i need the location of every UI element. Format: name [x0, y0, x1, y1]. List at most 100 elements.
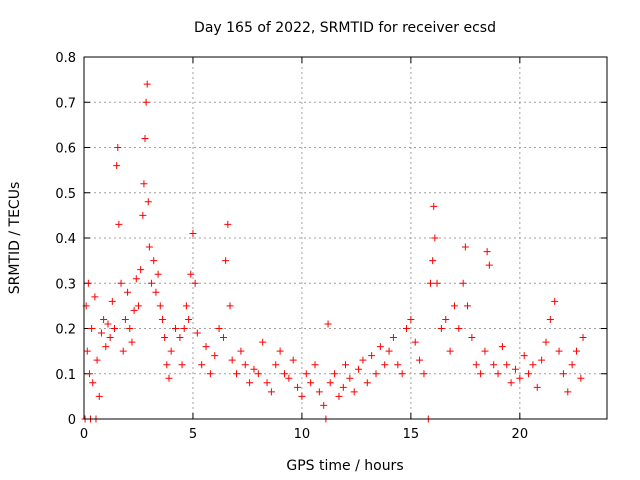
data-point-marker — [152, 288, 160, 296]
x-axis-label: GPS time / hours — [286, 458, 403, 474]
data-point-marker — [342, 361, 349, 369]
plot-frame — [83, 56, 608, 420]
data-points — [81, 80, 587, 423]
data-point-marker — [389, 334, 397, 342]
data-point-marker — [481, 347, 489, 355]
data-point-marker — [193, 329, 201, 337]
y-tick-label: 0.6 — [55, 142, 76, 157]
data-point-marker — [376, 343, 384, 351]
data-point-marker — [320, 401, 328, 409]
data-point-marker — [280, 370, 288, 378]
data-point-marker — [176, 334, 184, 342]
y-axis-label: SRMTID / TECUs — [7, 182, 23, 295]
data-point-marker — [97, 329, 105, 337]
x-tick-label: 5 — [189, 427, 197, 442]
data-point-marker — [461, 243, 469, 251]
data-point-marker — [237, 347, 245, 355]
data-point-marker — [142, 98, 150, 106]
data-point-marker — [381, 361, 389, 369]
data-point-marker — [403, 325, 411, 332]
data-point-marker — [289, 356, 297, 364]
data-point-marker — [202, 343, 210, 351]
data-point-marker — [228, 356, 236, 364]
data-point-marker — [161, 334, 169, 342]
data-point-marker — [89, 379, 97, 387]
data-point-marker — [263, 379, 271, 387]
grid-lines — [84, 57, 607, 419]
data-point-marker — [211, 352, 219, 360]
data-point-marker — [189, 229, 197, 237]
data-point-marker — [350, 388, 358, 396]
data-point-marker — [326, 379, 334, 387]
data-point-marker — [259, 338, 267, 346]
data-point-marker — [420, 370, 428, 378]
data-point-marker — [272, 361, 280, 369]
data-point-marker — [416, 356, 424, 364]
data-point-marker — [137, 266, 145, 274]
data-point-marker — [113, 162, 121, 170]
data-point-marker — [104, 320, 112, 328]
data-point-marker — [431, 234, 439, 242]
data-point-marker — [233, 370, 241, 378]
data-point-marker — [385, 347, 393, 355]
data-point-marker — [335, 392, 343, 400]
data-point-marker — [267, 388, 275, 396]
data-point-marker — [121, 315, 129, 323]
data-point-marker — [546, 315, 554, 323]
data-point-marker — [206, 370, 214, 378]
x-tick-label: 10 — [294, 427, 311, 442]
data-point-marker — [88, 325, 96, 332]
data-point-marker — [111, 325, 119, 332]
data-point-marker — [307, 379, 315, 387]
data-point-marker — [363, 379, 371, 387]
data-point-marker — [490, 361, 498, 369]
data-point-marker — [398, 370, 406, 378]
data-point-marker — [426, 279, 434, 287]
data-point-marker — [437, 325, 445, 332]
chart-title: Day 165 of 2022, SRMTID for receiver ecs… — [194, 20, 496, 36]
data-point-marker — [114, 144, 122, 151]
data-point-marker — [115, 220, 123, 228]
data-point-marker — [394, 361, 402, 369]
data-point-marker — [119, 347, 127, 355]
data-point-marker — [433, 279, 441, 287]
data-point-marker — [180, 325, 188, 332]
data-point-marker — [241, 361, 249, 369]
data-point-marker — [368, 352, 376, 360]
data-point-marker — [468, 334, 476, 342]
data-point-marker — [459, 279, 467, 287]
data-point-marker — [579, 334, 587, 342]
data-point-marker — [182, 302, 190, 310]
data-point-marker — [117, 279, 125, 287]
data-point-marker — [339, 383, 347, 391]
data-point-marker — [143, 80, 151, 88]
data-point-marker — [222, 257, 230, 265]
axis-ticks — [83, 56, 607, 420]
data-point-marker — [215, 325, 223, 332]
data-point-marker — [407, 315, 415, 323]
data-point-marker — [130, 306, 138, 314]
data-point-marker — [331, 370, 339, 378]
data-point-marker — [324, 320, 332, 328]
y-tick-label: 0.1 — [55, 368, 76, 383]
data-point-marker — [555, 347, 563, 355]
x-tick-label: 0 — [80, 427, 88, 442]
data-point-marker — [564, 388, 572, 396]
data-point-marker — [302, 370, 310, 378]
data-point-marker — [224, 220, 232, 228]
data-point-marker — [551, 297, 559, 305]
data-point-marker — [178, 361, 186, 369]
data-point-marker — [359, 356, 367, 364]
data-point-marker — [126, 325, 134, 332]
data-point-marker — [165, 374, 173, 382]
y-tick-label: 0 — [68, 413, 76, 428]
data-point-marker — [139, 211, 147, 219]
data-point-marker — [355, 365, 363, 373]
data-point-marker — [511, 365, 519, 373]
data-point-marker — [100, 315, 108, 323]
data-point-marker — [346, 374, 354, 382]
data-point-marker — [83, 347, 91, 355]
tick-labels: 0 5 10 15 20 0 0.1 0.2 0.3 0.4 0.5 0.6 0.7 0.8 — [55, 51, 528, 442]
data-point-marker — [446, 347, 454, 355]
